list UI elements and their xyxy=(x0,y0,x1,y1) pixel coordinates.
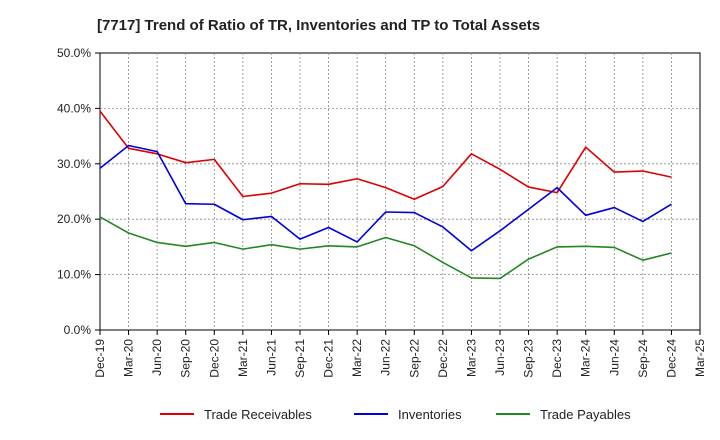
x-tick-label: Dec-20 xyxy=(207,339,221,378)
x-tick-label: Dec-22 xyxy=(436,339,450,378)
x-tick-label: Sep-24 xyxy=(636,339,650,378)
legend-label: Trade Receivables xyxy=(204,407,312,422)
y-axis: 0.0% 10.0% 20.0% 30.0% 40.0% 50.0% xyxy=(57,46,100,337)
plot-area xyxy=(99,52,701,331)
x-tick-label: Sep-23 xyxy=(522,339,536,378)
legend-item-trade-payables: Trade Payables xyxy=(496,407,631,422)
legend-item-inventories: Inventories xyxy=(354,407,462,422)
x-tick-label: Jun-22 xyxy=(379,339,393,376)
x-tick-label: Sep-20 xyxy=(179,339,193,378)
x-tick-label: Sep-21 xyxy=(293,339,307,378)
x-tick-label: Dec-23 xyxy=(550,339,564,378)
x-tick-label: Dec-19 xyxy=(93,339,107,378)
trade-receivables-line xyxy=(99,110,672,201)
legend-label: Inventories xyxy=(398,407,462,422)
x-tick-label: Mar-22 xyxy=(350,339,364,377)
x-tick-label: Mar-21 xyxy=(236,339,250,377)
x-tick-label: Mar-23 xyxy=(464,339,478,377)
legend-item-trade-receivables: Trade Receivables xyxy=(160,407,312,422)
y-tick-label: 40.0% xyxy=(57,101,91,115)
trade-payables-line xyxy=(99,216,672,280)
y-tick-label: 0.0% xyxy=(64,323,92,337)
y-tick-label: 30.0% xyxy=(57,157,91,171)
x-tick-label: Jun-21 xyxy=(264,339,278,376)
x-tick-label: Jun-24 xyxy=(607,339,621,376)
x-tick-label: Jun-23 xyxy=(493,339,507,376)
x-tick-label: Mar-24 xyxy=(579,339,593,377)
legend: Trade Receivables Inventories Trade Payabl… xyxy=(160,407,631,422)
inventories-line xyxy=(99,144,672,252)
series-lines xyxy=(99,110,672,280)
x-axis: Dec-19 Mar-20 Jun-20 Sep-20 Dec-20 Mar-21 Jun-… xyxy=(93,330,707,378)
y-tick-label: 20.0% xyxy=(57,212,91,226)
x-tick-label: Dec-21 xyxy=(322,339,336,378)
x-tick-label: Dec-24 xyxy=(664,339,678,378)
x-tick-label: Sep-22 xyxy=(407,339,421,378)
chart-title: [7717] Trend of Ratio of TR, Inventories… xyxy=(97,17,540,34)
legend-label: Trade Payables xyxy=(540,407,631,422)
x-tick-label: Jun-20 xyxy=(150,339,164,376)
grid-lines xyxy=(100,53,700,330)
x-tick-label: Mar-20 xyxy=(122,339,136,377)
x-tick-label: Mar-25 xyxy=(693,339,707,377)
y-tick-label: 50.0% xyxy=(57,46,91,60)
y-tick-label: 10.0% xyxy=(57,268,91,282)
